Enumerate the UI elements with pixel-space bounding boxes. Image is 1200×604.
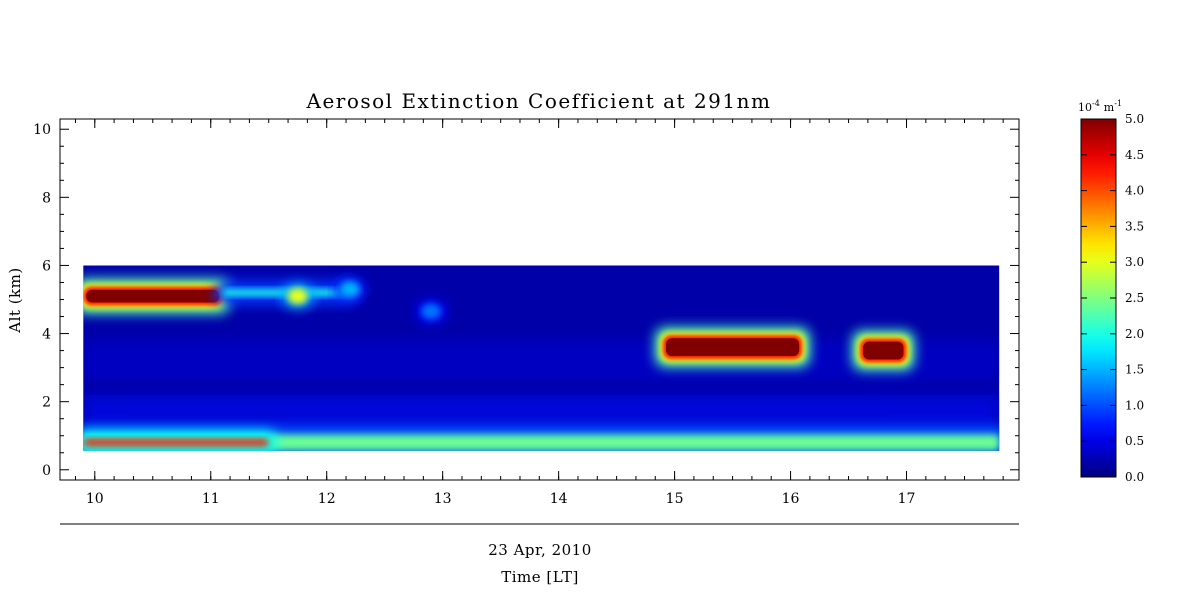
- x-axis: 10 11 12 13 14 15 16 17: [74, 119, 1004, 507]
- y-tick-label: 4: [42, 327, 51, 343]
- y-tick-label: 8: [42, 190, 51, 206]
- x-tick-label: 15: [666, 491, 684, 507]
- heatmap-feature-surface-layer-core: [83, 430, 277, 452]
- haze-band: [83, 340, 1000, 382]
- x-tick-label: 10: [86, 491, 104, 507]
- colorbar-tick-label: 2.5: [1125, 291, 1144, 305]
- colorbar-tick-label: 1.0: [1125, 398, 1144, 412]
- heatmap-feature-elevated-layer: [83, 278, 231, 314]
- colorbar-unit: 10-4 m-1: [1078, 99, 1122, 114]
- y-axis-title: Alt (km): [6, 267, 24, 333]
- colorbar-tick-label: 3.0: [1125, 255, 1144, 269]
- colorbar: 0.0 0.5 1.0 1.5 2.0 2.5 3.0 3.5 4.0 4.5 5.0 10-4 m-…: [1078, 99, 1144, 484]
- y-tick-label: 2: [42, 395, 51, 411]
- colorbar-tick-label: 3.5: [1125, 219, 1144, 233]
- heatmap-field: [83, 265, 1000, 452]
- x-tick-label: 12: [318, 491, 336, 507]
- heatmap-feature-patch: [333, 277, 366, 302]
- colorbar-ticks: 0.0 0.5 1.0 1.5 2.0 2.5 3.0 3.5 4.0 4.5 5.0: [1081, 112, 1144, 484]
- heatmap-feature-patch: [281, 284, 314, 309]
- x-axis-title: Time [LT]: [501, 568, 579, 586]
- y-axis: 0 2 4 6 8 10: [33, 122, 1019, 479]
- x-tick-label: 11: [202, 491, 220, 507]
- colorbar-tick-label: 4.5: [1125, 148, 1144, 162]
- heatmap-feature-plume: [852, 330, 915, 371]
- y-tick-label: 0: [42, 463, 51, 479]
- colorbar-tick-label: 5.0: [1125, 112, 1144, 126]
- heatmap-feature-plume: [654, 327, 811, 368]
- heatmap-feature-surface-layer: [83, 426, 1000, 452]
- colorbar-tick-label: 0.0: [1125, 470, 1144, 484]
- x-tick-label: 13: [434, 491, 452, 507]
- y-tick-label: 10: [33, 122, 51, 138]
- date-label: 23 Apr, 2010: [488, 541, 592, 559]
- x-tick-label: 16: [782, 491, 800, 507]
- colorbar-tick-label: 1.5: [1125, 363, 1144, 377]
- x-tick-label: 14: [550, 491, 568, 507]
- chart-title: Aerosol Extinction Coefficient at 291nm: [306, 89, 772, 113]
- colorbar-tick-label: 0.5: [1125, 434, 1144, 448]
- heatmap-feature-patch: [415, 299, 448, 324]
- colorbar-tick-label: 2.0: [1125, 327, 1144, 341]
- x-tick-label: 17: [898, 491, 916, 507]
- y-tick-label: 6: [42, 258, 51, 274]
- colorbar-tick-label: 4.0: [1125, 184, 1144, 198]
